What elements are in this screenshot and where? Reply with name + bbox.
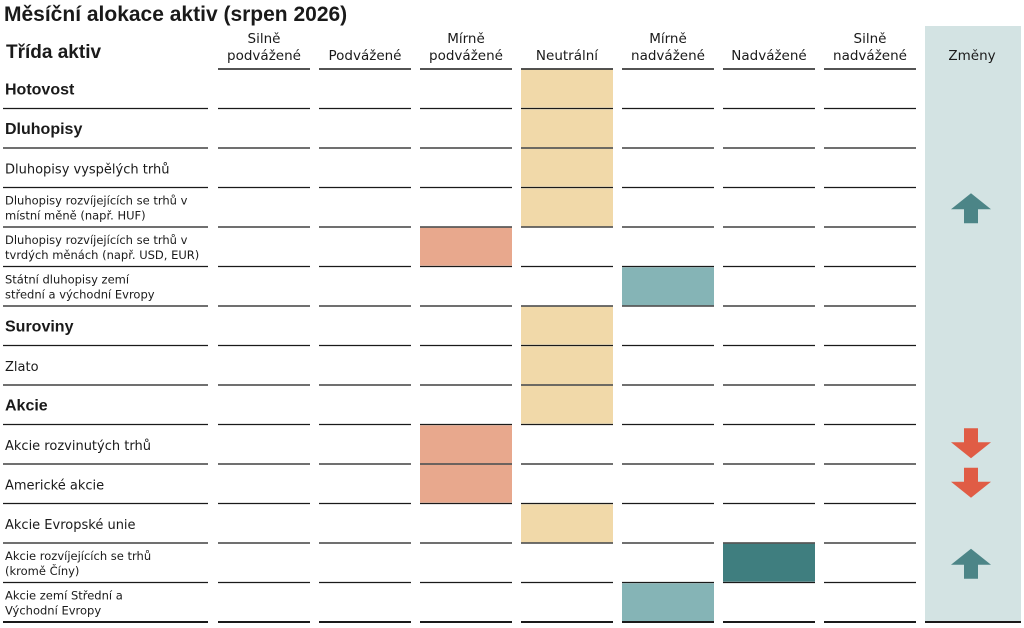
allocation-mark-neutral (521, 346, 613, 385)
allocation-mark-mild_over (622, 583, 714, 622)
changes-header: Změny (948, 48, 995, 64)
row-label: Akcie rozvinutých trhů (5, 439, 151, 454)
row-rules (3, 68, 1021, 623)
row-label-line: místní měně (např. HUF) (5, 208, 146, 222)
row-label-line: střední a východní Evropy (5, 287, 155, 301)
column-header-mild_over: Mírně nadvážené (631, 31, 705, 64)
column-header-line: Mírně (649, 31, 687, 47)
column-header-neutral: Neutrální (536, 48, 599, 64)
row-label: Akcie zemí Střední a Východní Evropy (5, 588, 123, 617)
column-header-mild_under: Mírně podvážené (429, 31, 503, 64)
column-header-line: podvážené (429, 48, 503, 64)
column-header-over: Nadvážené (731, 48, 806, 64)
row-label-line: tvrdých měnách (např. USD, EUR) (5, 248, 199, 262)
row-label-line: (kromě Číny) (5, 563, 79, 578)
row-label-line: Akcie rozvíjejících se trhů (5, 549, 151, 563)
row-label: Dluhopisy rozvíjejících se trhů v místní … (5, 193, 188, 222)
position-marks (420, 69, 815, 622)
allocation-mark-mild_under (420, 464, 512, 503)
column-header-line: Nadvážené (731, 48, 806, 64)
row-label: Akcie Evropské unie (5, 518, 136, 533)
arrow-up-icon (951, 548, 991, 579)
row-label-line: Dluhopisy vyspělých trhů (5, 162, 169, 177)
column-header-line: Neutrální (536, 48, 599, 64)
change-arrows (951, 193, 991, 579)
allocation-mark-over (723, 543, 815, 582)
column-header-line: nadvážené (631, 48, 705, 64)
allocation-mark-mild_over (622, 267, 714, 306)
allocation-mark-neutral (521, 504, 613, 543)
row-label: Dluhopisy rozvíjejících se trhů v tvrdých… (5, 233, 199, 262)
row-label-line: Americké akcie (5, 478, 104, 493)
allocation-mark-neutral (521, 306, 613, 345)
row-header: Třída aktiv (6, 42, 101, 63)
row-label-line: Dluhopisy (5, 121, 82, 138)
row-label: Akcie rozvíjejících se trhů (kromě Číny) (5, 549, 151, 578)
column-header-strong_over: Silně nadvážené (833, 31, 907, 64)
row-label-line: Suroviny (5, 318, 74, 335)
row-label: Státní dluhopisy zemí střední a východní … (5, 272, 155, 301)
changes-column-band (925, 26, 1021, 623)
row-label: Zlato (5, 360, 39, 375)
row-label-line: Dluhopisy rozvíjejících se trhů v (5, 233, 188, 247)
arrow-down-icon (951, 428, 991, 459)
chart-title: Měsíční alokace aktiv (srpen 2026) (4, 3, 347, 26)
column-header-strong_under: Silně podvážené (227, 31, 301, 64)
column-header-line: Mírně (447, 31, 485, 47)
arrow-up-icon (951, 193, 991, 224)
allocation-mark-neutral (521, 148, 613, 187)
allocation-mark-neutral (521, 69, 613, 108)
row-label-line: Zlato (5, 360, 39, 375)
arrow-down-icon (951, 467, 991, 498)
row-label-line: Akcie zemí Střední a (5, 588, 123, 602)
allocation-mark-neutral (521, 188, 613, 227)
allocation-mark-mild_under (420, 227, 512, 266)
row-label: Suroviny (5, 318, 74, 335)
row-label: Americké akcie (5, 478, 104, 493)
row-labels: Hotovost Dluhopisy Dluhopisy vyspělých trh… (5, 81, 199, 617)
column-header-line: Silně (854, 31, 887, 47)
row-label-line: Akcie (5, 397, 48, 414)
column-header-line: Silně (248, 31, 281, 47)
row-label-line: Dluhopisy rozvíjejících se trhů v (5, 193, 188, 207)
column-header-line: podvážené (227, 48, 301, 64)
row-label-line: Východní Evropy (5, 603, 101, 617)
row-label: Akcie (5, 397, 48, 414)
allocation-mark-mild_under (420, 425, 512, 464)
row-label-line: Státní dluhopisy zemí (5, 272, 130, 286)
column-header-under: Podvážené (328, 48, 401, 64)
row-label: Hotovost (5, 81, 75, 98)
column-header-line: Podvážené (328, 48, 401, 64)
allocation-mark-neutral (521, 109, 613, 148)
row-label: Dluhopisy vyspělých trhů (5, 162, 169, 177)
column-header-line: nadvážené (833, 48, 907, 64)
row-label-line: Akcie Evropské unie (5, 518, 136, 533)
row-label-line: Hotovost (5, 81, 75, 98)
allocation-mark-neutral (521, 385, 613, 424)
row-label-line: Akcie rozvinutých trhů (5, 439, 151, 454)
row-label: Dluhopisy (5, 121, 82, 138)
